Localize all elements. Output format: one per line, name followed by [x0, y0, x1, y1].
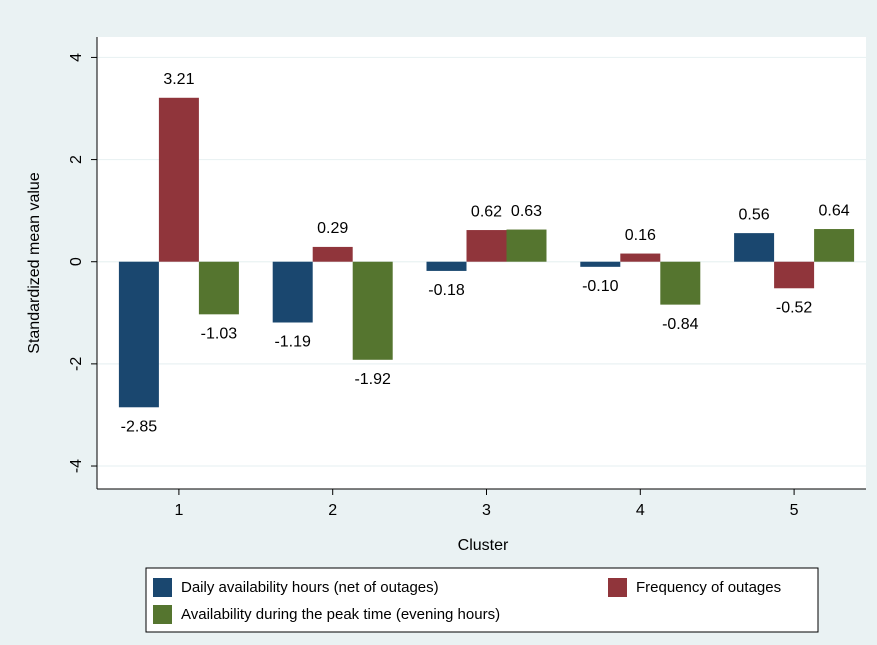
value-label: -1.19 — [274, 334, 311, 351]
x-tick-label: 2 — [328, 502, 337, 519]
value-label: 0.56 — [739, 206, 770, 223]
y-tick-label: -2 — [68, 357, 85, 371]
y-tick-label: -4 — [68, 459, 85, 473]
value-label: 0.29 — [317, 220, 348, 237]
value-label: 0.64 — [819, 202, 850, 219]
value-label: -1.92 — [354, 371, 391, 388]
x-tick-label: 1 — [174, 502, 183, 519]
bar — [426, 261, 467, 271]
x-tick-label: 5 — [790, 502, 799, 519]
bar — [466, 230, 507, 262]
legend-label: Daily availability hours (net of outages… — [181, 579, 439, 596]
legend — [145, 567, 819, 633]
bar — [352, 261, 393, 360]
value-label: -0.18 — [428, 282, 465, 299]
value-label: -0.10 — [582, 278, 619, 295]
y-tick-label: 0 — [68, 257, 85, 266]
legend-label: Availability during the peak time (eveni… — [181, 606, 500, 623]
bar — [506, 229, 547, 262]
bar — [620, 253, 661, 262]
bar — [580, 261, 621, 267]
value-label: -0.52 — [776, 300, 813, 317]
bar — [272, 261, 313, 323]
bar — [660, 261, 701, 305]
value-label: -0.84 — [662, 316, 699, 333]
bar — [312, 246, 353, 262]
bar — [198, 261, 239, 315]
bar — [734, 233, 775, 262]
y-tick-label: 2 — [68, 155, 85, 164]
legend-label: Frequency of outages — [636, 579, 781, 596]
value-label: -1.03 — [201, 326, 238, 343]
value-label: 3.21 — [163, 71, 194, 88]
x-tick-label: 4 — [636, 502, 645, 519]
legend-swatch — [153, 605, 172, 624]
y-axis-title: Standardized mean value — [26, 172, 43, 354]
value-label: 0.16 — [625, 227, 656, 244]
y-tick-label: 4 — [68, 53, 85, 62]
bar — [814, 229, 855, 262]
bar — [118, 261, 159, 408]
value-label: 0.62 — [471, 203, 502, 220]
x-axis-title: Cluster — [458, 537, 509, 554]
legend-swatch — [608, 578, 627, 597]
value-label: -2.85 — [121, 419, 158, 436]
x-tick-label: 3 — [482, 502, 491, 519]
bar — [774, 261, 815, 289]
legend-swatch — [153, 578, 172, 597]
value-label: 0.63 — [511, 203, 542, 220]
bar — [158, 97, 199, 262]
